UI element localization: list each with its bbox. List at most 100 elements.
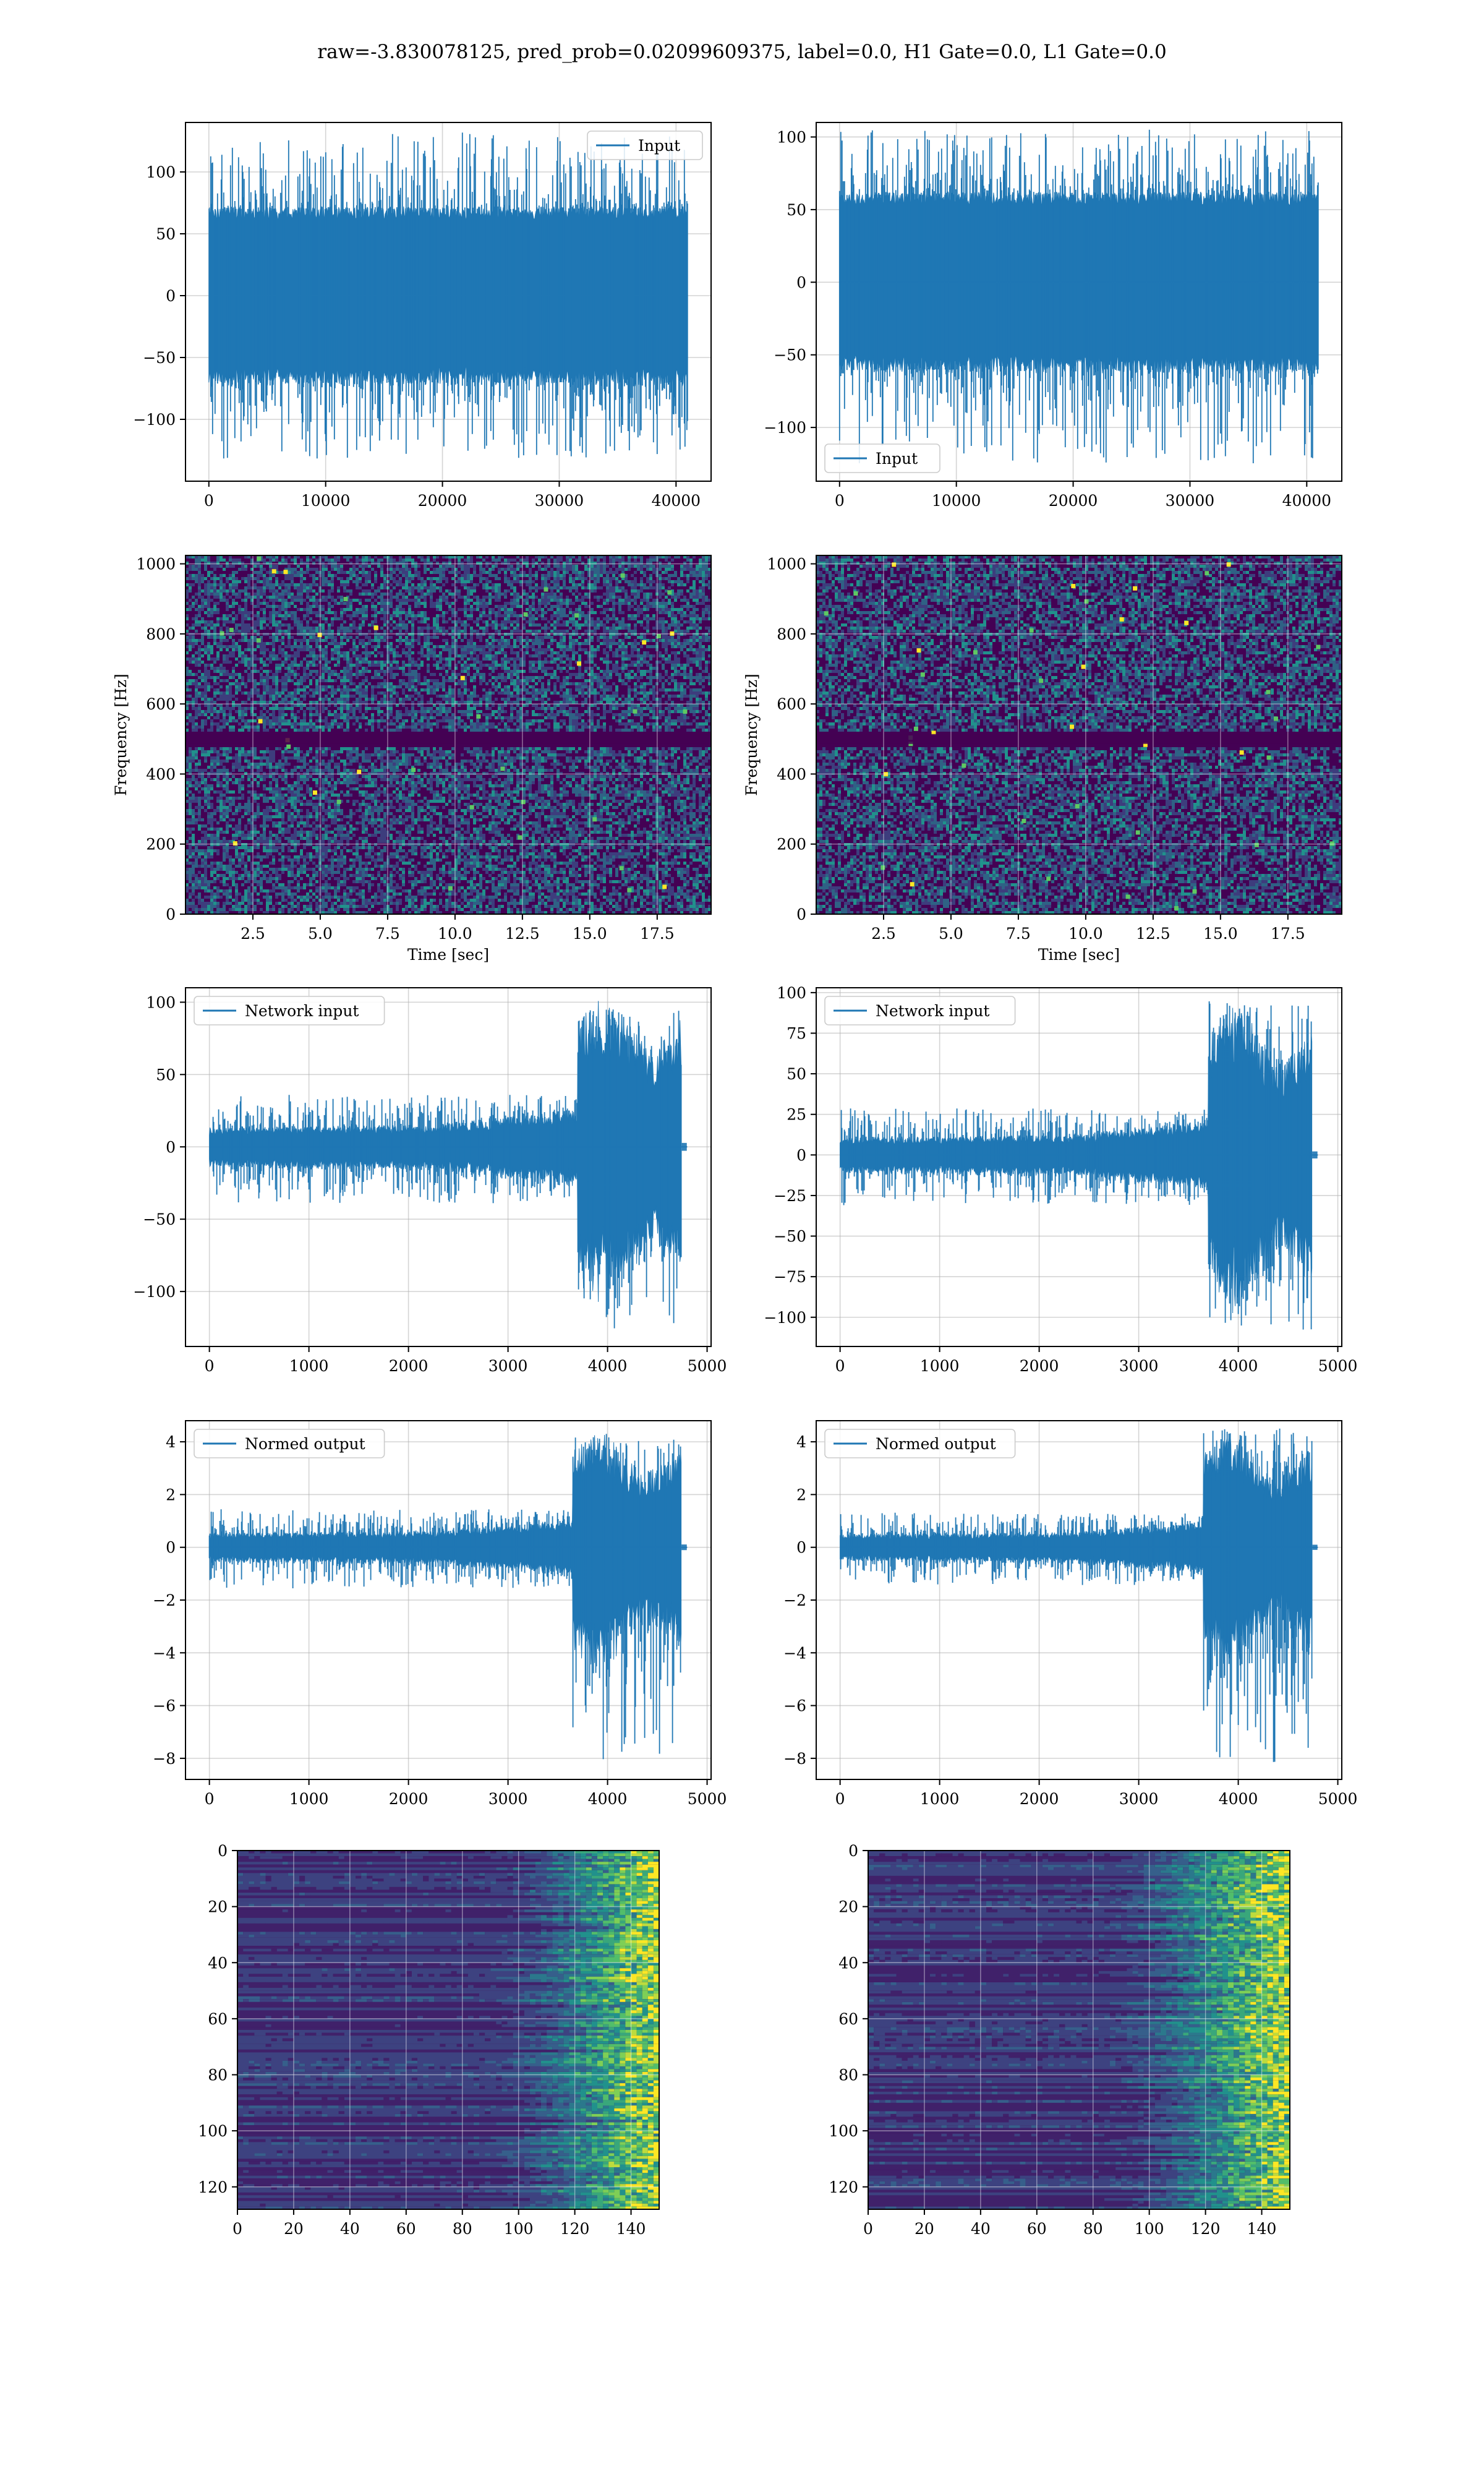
x-tick-label: 140 xyxy=(1247,2220,1277,2238)
heatmap-hot-cell xyxy=(343,597,348,602)
y-tick-label: 800 xyxy=(146,625,176,643)
chart-network-input-h1: 0 1000 2000 3000 4000 5000 −100 −50 0 50 100 Networ… xyxy=(133,987,727,1375)
legend-label: Normed output xyxy=(245,1435,365,1453)
heatmap-hot-cell xyxy=(1084,599,1089,604)
axes-frame xyxy=(185,987,712,1347)
heatmap-hot-cell xyxy=(1266,690,1271,695)
heatmap-cells xyxy=(529,1851,659,2210)
y-tick-label: 20 xyxy=(208,1898,228,1916)
y-tick-label: 600 xyxy=(777,695,806,713)
x-tick-label: 20 xyxy=(915,2220,934,2238)
chart-input-h1: 0 10000 20000 30000 40000 −100 −50 0 50 100 Input xyxy=(133,122,712,510)
series-line-peaks xyxy=(838,129,1319,463)
heatmap-hot-cell xyxy=(1273,716,1278,721)
heatmap-hot-cell xyxy=(448,886,453,891)
axes-frame xyxy=(816,122,1342,482)
heatmap-hot-cell xyxy=(523,612,528,617)
y-tick-label: 2 xyxy=(166,1486,176,1504)
heatmap-hot-cell xyxy=(619,866,624,871)
x-tick-label: 10000 xyxy=(301,492,351,510)
heatmap-hot-cell xyxy=(892,562,897,567)
heatmap-hot-cell xyxy=(1266,755,1271,760)
y-tick-label: 20 xyxy=(838,1898,858,1916)
y-tick-label: −8 xyxy=(153,1750,176,1768)
x-tick-label: 5.0 xyxy=(308,925,333,943)
heatmap-hot-cell xyxy=(920,672,925,677)
heatmap-hot-cell xyxy=(521,800,526,805)
axes-frame xyxy=(237,1850,660,2210)
x-tick-label: 2.5 xyxy=(871,925,896,943)
heatmap-cells xyxy=(580,1851,659,2210)
axes-frame xyxy=(185,122,712,482)
x-tick-label: 20000 xyxy=(1049,492,1098,510)
x-tick-label: 15.0 xyxy=(1203,925,1238,943)
x-tick-label: 2.5 xyxy=(241,925,265,943)
y-tick-label: 100 xyxy=(198,2122,228,2140)
x-tick-label: 10.0 xyxy=(438,925,472,943)
chart-normed-output-h1: 0 1000 2000 3000 4000 5000 −8 −6 −4 −2 0 2 4 Normed o… xyxy=(153,1420,727,1808)
y-axis-label: Frequency [Hz] xyxy=(112,674,130,796)
x-tick-label: 140 xyxy=(616,2220,646,2238)
y-tick-label: 1000 xyxy=(136,555,176,573)
y-tick-label: 0 xyxy=(218,1842,228,1860)
heatmap-hot-cell xyxy=(476,714,481,719)
legend xyxy=(587,131,703,160)
heatmap-hot-cell xyxy=(574,613,579,618)
x-tick-label: 20000 xyxy=(418,492,467,510)
heatmap-hot-cell xyxy=(336,799,341,804)
y-tick-label: 0 xyxy=(796,905,806,923)
x-tick-label: 20 xyxy=(284,2220,304,2238)
heatmap-hot-cell xyxy=(229,628,234,633)
y-tick-label: 80 xyxy=(208,2066,228,2084)
heatmap-hot-cell xyxy=(577,661,582,666)
y-tick-label: 800 xyxy=(777,625,806,643)
legend-label: Input xyxy=(638,137,680,155)
chart-normed-output-l1: 0 1000 2000 3000 4000 5000 −8 −6 −4 −2 0 2 4 Normed o… xyxy=(783,1420,1357,1808)
x-tick-label: 40000 xyxy=(1282,492,1332,510)
x-tick-label: 1000 xyxy=(920,1790,960,1808)
heatmap-cells xyxy=(237,1851,575,2207)
x-axis-label: Time [sec] xyxy=(407,946,489,964)
x-tick-label: 3000 xyxy=(488,1790,528,1808)
heatmap-hot-cell xyxy=(667,590,672,595)
y-tick-label: 0 xyxy=(848,1842,858,1860)
legend xyxy=(194,1429,385,1458)
heatmap-dark-band xyxy=(816,734,1342,744)
series-line-peaks xyxy=(212,1009,687,1329)
x-tick-label: 2000 xyxy=(1020,1357,1059,1375)
x-tick-label: 2000 xyxy=(389,1790,429,1808)
heatmap-hot-cell xyxy=(460,675,465,680)
y-tick-label: 50 xyxy=(156,1066,176,1084)
heatmap-hot-cell xyxy=(312,790,317,795)
heatmap-hot-cell xyxy=(1133,586,1138,591)
heatmap-hot-cell xyxy=(633,709,638,714)
heatmap-hot-cell xyxy=(962,763,966,768)
x-tick-label: 40000 xyxy=(652,492,701,510)
heatmap-hot-cell xyxy=(1174,905,1179,910)
y-tick-label: 75 xyxy=(787,1024,806,1042)
x-tick-label: 0 xyxy=(835,492,845,510)
y-tick-label: 0 xyxy=(796,1146,806,1164)
x-tick-label: 0 xyxy=(835,1790,845,1808)
x-tick-label: 0 xyxy=(835,1357,845,1375)
y-tick-label: 50 xyxy=(787,201,806,219)
axes-frame xyxy=(185,555,712,915)
y-tick-label: −6 xyxy=(153,1697,176,1715)
heatmap-hot-cell xyxy=(220,631,224,636)
legend xyxy=(824,996,1016,1025)
heatmap-hot-cell xyxy=(1069,724,1074,729)
series-line-peaks xyxy=(208,1434,687,1760)
y-tick-label: −4 xyxy=(153,1644,176,1662)
x-tick-label: 80 xyxy=(1083,2220,1103,2238)
x-tick-label: 0 xyxy=(232,2220,242,2238)
heatmap-hot-cell xyxy=(884,772,889,777)
heatmap-hot-cell xyxy=(853,591,858,596)
x-tick-label: 4000 xyxy=(1219,1357,1258,1375)
heatmap-hot-cell xyxy=(1125,894,1130,899)
y-tick-label: 1000 xyxy=(767,555,806,573)
y-tick-label: 60 xyxy=(838,2010,858,2028)
chart-feature-map-h1: 0 20 40 60 80 100 120 140 0 20 40 60 80 100 120 xyxy=(198,1842,660,2238)
axes-frame xyxy=(816,987,1342,1347)
heatmap-hot-cell xyxy=(256,638,261,643)
